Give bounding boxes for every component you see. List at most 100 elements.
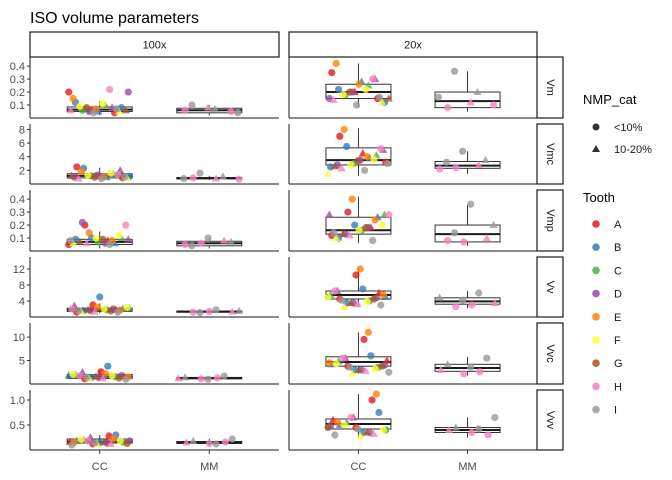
point-Vm-100x-CC-A-0 — [65, 88, 73, 96]
legend-color-label-H: H — [614, 381, 622, 393]
point-Vmc-20x-MM-I-0 — [459, 147, 467, 155]
row-strip-Vmc — [536, 123, 564, 185]
point-Vmc-100x-CC-H-0 — [114, 170, 122, 179]
point-Vm-20x-CC-H-1 — [329, 95, 338, 103]
point-Vvv-20x-CC-F-1 — [379, 426, 387, 434]
point-Vv-20x-CC-I-1 — [338, 296, 346, 304]
point-Vmp-100x-CC-D-2 — [124, 235, 133, 243]
point-Vv-100x-MM-I-2 — [196, 309, 204, 317]
y-tick-label-Vvv-1: 1.0 — [10, 395, 25, 407]
point-Vmp-20x-CC-F-0 — [332, 233, 341, 242]
point-Vvv-20x-MM-H-1 — [444, 425, 453, 433]
col-strip-100x — [29, 31, 280, 58]
point-Vmp-20x-CC-A-0 — [344, 208, 352, 216]
point-Vmp-20x-CC-G-0 — [338, 229, 347, 238]
point-Vmc-100x-CC-I-1 — [120, 173, 129, 181]
point-Vmp-100x-CC-F-1 — [92, 234, 100, 242]
point-Vm-100x-CC-D-0 — [124, 88, 132, 96]
point-Vmc-20x-CC-A-0 — [336, 132, 344, 140]
point-Vvc-20x-MM-H-0 — [476, 368, 484, 376]
y-tick-label-Vv-0: 4 — [19, 296, 25, 308]
legend-shape-triangle-icon — [592, 145, 600, 152]
point-Vmc-20x-MM-H-1 — [474, 160, 483, 168]
point-Vmp-20x-CC-E-1 — [371, 216, 379, 224]
x-tick-label-20x-CC: CC — [350, 461, 366, 473]
point-Vmc-100x-CC-F-2 — [107, 169, 115, 177]
point-Vvc-100x-MM-I-2 — [204, 375, 212, 383]
point-Vmc-100x-CC-G-0 — [67, 171, 76, 179]
point-Vv-20x-CC-E-0 — [356, 265, 364, 273]
y-tick-label-Vmp-3: 0.4 — [10, 194, 25, 206]
x-tick-label-20x-MM: MM — [458, 461, 476, 473]
point-Vmc-100x-CC-A-0 — [73, 163, 81, 171]
point-Vmp-20x-CC-H-1 — [345, 231, 354, 239]
point-Vvc-20x-CC-F-0 — [348, 369, 357, 377]
point-Vm-20x-MM-I-2 — [434, 93, 443, 101]
point-Vmc-20x-CC-G-0 — [330, 162, 339, 170]
point-Vm-20x-MM-I-1 — [473, 87, 482, 96]
point-Vmc-100x-MM-I-1 — [218, 172, 227, 180]
point-Vvc-20x-CC-A-0 — [360, 335, 368, 344]
box-Vmc-20x-CC — [325, 147, 392, 166]
point-Vv-100x-CC-F-2 — [123, 303, 131, 311]
point-Vmp-20x-CC-F-1 — [355, 226, 363, 234]
point-Vvc-100x-CC-F-2 — [69, 370, 77, 378]
point-Vvv-100x-CC-H-0 — [84, 437, 92, 445]
y-tick-label-Vm-1: 0.2 — [10, 87, 25, 99]
box-Vm-20x-MM — [434, 91, 501, 109]
point-Vvc-20x-CC-B-0 — [367, 352, 375, 360]
point-Vvv-20x-CC-F-0 — [356, 431, 365, 439]
point-Vm-20x-CC-I-0 — [352, 101, 361, 109]
y-tick-label-Vm-0: 0.1 — [10, 100, 25, 112]
point-Vmp-100x-MM-H-2 — [181, 240, 189, 249]
point-Vmc-20x-CC-E-1 — [363, 153, 371, 161]
point-Vm-20x-CC-I-1 — [375, 93, 384, 101]
point-Vv-100x-CC-I-1 — [75, 307, 83, 315]
point-Vm-100x-CC-H-0 — [106, 85, 114, 94]
point-Vvc-100x-CC-G-0 — [92, 372, 100, 380]
row-strip-label-Vm: Vm — [544, 79, 556, 96]
legend-shape-label-1: 10-20% — [614, 144, 652, 156]
point-Vmc-100x-MM-I-0 — [196, 169, 204, 177]
point-Vvv-100x-CC-F-1 — [116, 437, 124, 445]
point-Vvc-20x-CC-I-1 — [346, 363, 354, 371]
legend-color-label-D: D — [614, 289, 622, 301]
point-Vmp-100x-MM-H-1 — [220, 236, 229, 244]
point-Vm-100x-MM-I-2 — [234, 109, 242, 117]
point-Vv-20x-CC-B-0 — [359, 285, 367, 293]
point-Vvc-20x-MM-I-1 — [443, 360, 452, 368]
point-Vmc-20x-MM-H-0 — [452, 164, 460, 172]
point-Vmc-100x-MM-H-2 — [235, 175, 243, 183]
point-Vvc-100x-CC-I-1 — [83, 373, 91, 382]
y-tick-label-Vvv-0: 0.5 — [10, 420, 25, 432]
point-Vv-20x-CC-G-0 — [347, 298, 355, 306]
legend-color-swatch-H — [592, 382, 600, 391]
point-Vm-100x-CC-E-0 — [69, 94, 77, 103]
point-Vmp-20x-CC-F-2 — [378, 221, 386, 229]
point-Vvc-20x-CC-F-2 — [332, 360, 340, 368]
point-Vmp-20x-MM-H-0 — [460, 238, 468, 246]
point-Vv-20x-CC-F-2 — [324, 293, 332, 301]
y-tick-label-Vmp-0: 0.1 — [10, 233, 25, 245]
point-Vm-20x-MM-H-1 — [466, 98, 475, 106]
point-Vvv-20x-CC-E-0 — [372, 390, 381, 398]
point-Vmp-100x-MM-H-0 — [197, 239, 205, 247]
point-Vmc-100x-MM-H-0 — [189, 174, 197, 182]
point-Vv-100x-MM-I-1 — [235, 306, 244, 314]
point-Vm-100x-MM-H-2 — [227, 107, 235, 116]
legend-color-swatch-E — [592, 313, 600, 321]
point-Vvv-100x-CC-I-0 — [68, 441, 76, 449]
col-strip-label-100x: 100x — [143, 40, 167, 52]
point-Vvv-20x-MM-I-1 — [451, 423, 460, 431]
point-Vmp-20x-MM-H-2 — [444, 237, 452, 245]
y-tick-label-Vmp-1: 0.2 — [10, 220, 25, 232]
point-Vmc-20x-CC-I-1 — [383, 159, 392, 168]
legend-color-swatch-A — [592, 220, 600, 228]
point-Vmp-20x-MM-H-1 — [482, 233, 491, 242]
point-Vv-100x-CC-G-0 — [83, 305, 92, 313]
point-Vvc-20x-MM-I-2 — [467, 363, 475, 371]
point-Vmc-100x-MM-H-1 — [212, 174, 221, 182]
point-Vv-100x-MM-I-0 — [212, 306, 220, 314]
col-strip-label-20x: 20x — [404, 40, 422, 52]
point-Vmp-100x-CC-H-1 — [82, 239, 91, 247]
